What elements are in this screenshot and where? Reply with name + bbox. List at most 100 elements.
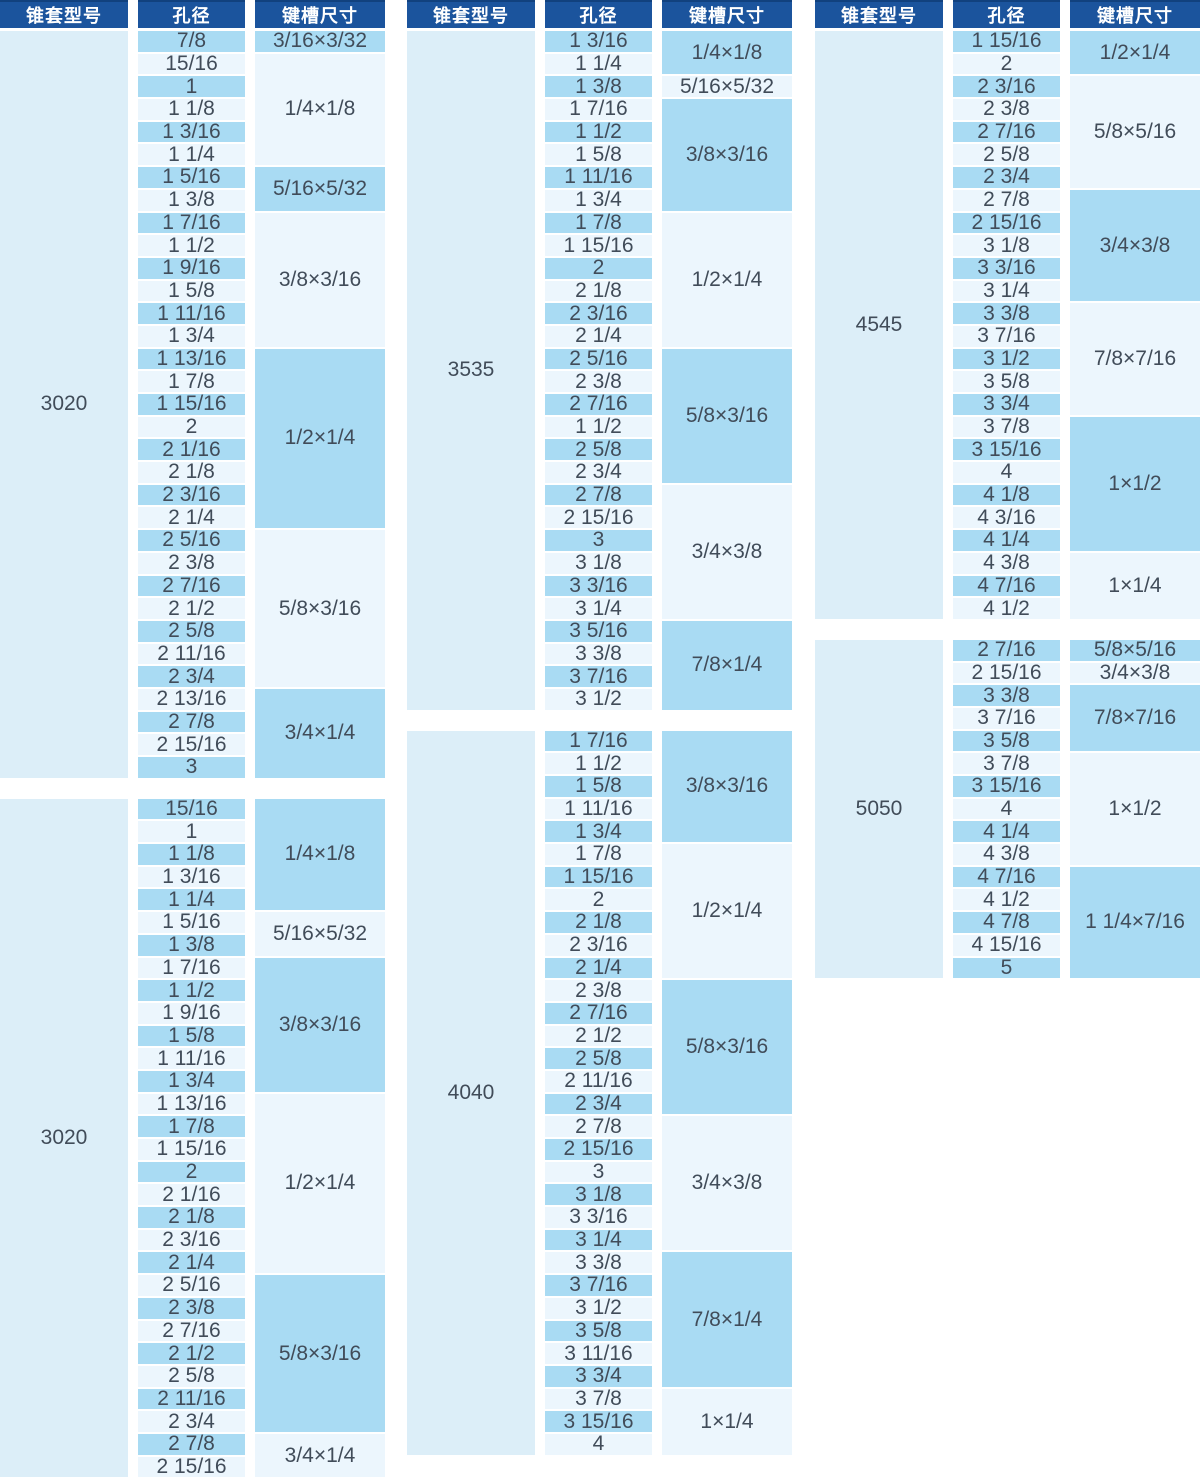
bore-cell: 1	[138, 75, 245, 98]
bore-cell: 2 1/8	[138, 1205, 245, 1228]
column-group-1: 锥套型号 孔径 键槽尺寸 3020 7/8 3/16×3/32 15/16 1 1 1/8 1 3…	[0, 0, 385, 1480]
bore-cell: 2 7/8	[545, 1115, 652, 1138]
bore-cell: 2	[138, 415, 245, 438]
bore-cell: 2 15/16	[545, 506, 652, 529]
bore-cell: 2 15/16	[953, 661, 1060, 684]
bore-cell: 2 3/4	[138, 1410, 245, 1433]
bore-cell: 1 15/16	[138, 1137, 245, 1160]
bore-cell: 1 5/8	[545, 774, 652, 797]
bore-cell: 2 15/16	[138, 733, 245, 756]
bore-cell: 3 15/16	[545, 1410, 652, 1433]
bore-cell: 2 7/8	[138, 710, 245, 733]
bore-cell: 2 5/16	[545, 347, 652, 370]
bore-cell: 1 7/8	[138, 370, 245, 393]
keyway-cell: 1/4×1/8	[662, 31, 792, 75]
keyway-cell: 3/8×3/16	[662, 730, 792, 843]
bore-cell: 1 5/8	[545, 143, 652, 166]
keyway-cell: 7/8×7/16	[1070, 685, 1200, 752]
bore-cell: 1 11/16	[545, 165, 652, 188]
bore-cell: 2 11/16	[138, 1387, 245, 1410]
bore-cell: 4 1/4	[953, 528, 1060, 551]
model-number: 4040	[407, 730, 535, 1455]
bore-cell: 1 1/8	[138, 97, 245, 120]
bore-cell: 2 15/16	[953, 211, 1060, 234]
spec-table-4040: 4040 1 7/16 1 1/2 1 5/8 1 11/16 1 3/4 3/8×3/16…	[407, 729, 792, 1455]
bore-cell: 1 1/4	[138, 143, 245, 166]
keyway-cell: 5/16×5/32	[255, 912, 385, 956]
bore-cell: 1 7/8	[545, 842, 652, 865]
bore-cell: 1 7/16	[545, 97, 652, 120]
bore-cell: 1 15/16	[953, 29, 1060, 52]
bore-cell: 3 15/16	[953, 438, 1060, 461]
bore-cell: 3 5/16	[545, 619, 652, 642]
bore-cell: 3 3/16	[545, 574, 652, 597]
bore-cell: 2 3/8	[138, 551, 245, 574]
bore-cell: 3	[545, 528, 652, 551]
bore-cell: 2 1/8	[138, 460, 245, 483]
bore-cell: 1 1/2	[545, 752, 652, 775]
bore-cell: 2 3/16	[138, 483, 245, 506]
bore-cell: 2	[138, 1160, 245, 1183]
bore-cell: 4 1/8	[953, 483, 1060, 506]
bore-cell: 3	[545, 1160, 652, 1183]
bore-cell: 2 1/16	[138, 438, 245, 461]
bore-cell: 2 3/8	[138, 1296, 245, 1319]
bore-cell: 1 7/8	[545, 211, 652, 234]
bore-cell: 2 15/16	[138, 1455, 245, 1478]
keyway-cell: 3/4×3/8	[662, 1116, 792, 1251]
bore-cell: 1 3/16	[545, 29, 652, 52]
keyway-cell: 7/8×1/4	[662, 1252, 792, 1387]
model-number: 3020	[0, 31, 128, 778]
bore-cell: 1 1/4	[138, 888, 245, 911]
keyway-cell: 5/16×5/32	[662, 75, 792, 98]
bore-cell: 4 15/16	[953, 933, 1060, 956]
keyway-cell: 1 1/4×7/16	[1070, 866, 1200, 979]
keyway-cell: 1×1/4	[1070, 552, 1200, 619]
bore-cell: 4 3/8	[953, 842, 1060, 865]
bore-cell: 1 7/16	[138, 956, 245, 979]
bore-cell: 2 7/16	[953, 120, 1060, 143]
keyway-cell: 1×1/2	[1070, 416, 1200, 551]
bore-cell: 2 3/4	[953, 165, 1060, 188]
bore-cell: 1 15/16	[138, 392, 245, 415]
bore-cell: 3 7/16	[545, 1273, 652, 1296]
bore-cell: 1 7/16	[138, 211, 245, 234]
bore-cell: 2 3/16	[953, 75, 1060, 98]
bore-cell: 2 1/8	[545, 279, 652, 302]
bore-cell: 3 7/8	[953, 752, 1060, 775]
bore-cell: 2 7/16	[953, 638, 1060, 661]
bore-cell: 2 3/16	[545, 933, 652, 956]
bore-cell: 3 1/8	[953, 234, 1060, 257]
bore-cell: 1 1/2	[138, 234, 245, 257]
bore-cell: 2 5/8	[138, 1364, 245, 1387]
bore-cell: 3 3/8	[953, 684, 1060, 707]
bore-cell: 2 5/8	[953, 143, 1060, 166]
bore-cell: 4 1/2	[953, 888, 1060, 911]
spec-table-5050: 5050 2 7/16 5/8×5/16 2 15/16 3/4×3/8 3 3/8 3 7…	[815, 638, 1200, 979]
keyway-cell: 3/4×1/4	[255, 1433, 385, 1478]
bore-cell: 2 3/8	[953, 97, 1060, 120]
keyway-cell: 3/8×3/16	[255, 957, 385, 1092]
keyway-cell: 1/2×1/4	[1070, 31, 1200, 75]
bore-cell: 3 1/4	[953, 279, 1060, 302]
header-cell-keyway: 键槽尺寸	[662, 0, 792, 28]
bore-cell: 1 5/16	[138, 910, 245, 933]
bore-cell: 4	[545, 1432, 652, 1455]
bore-cell: 3 11/16	[545, 1342, 652, 1365]
bore-cell: 1 11/16	[138, 1047, 245, 1070]
bore-cell: 3 3/8	[953, 302, 1060, 325]
bore-cell: 2 3/4	[545, 1092, 652, 1115]
bore-cell: 3 5/8	[953, 370, 1060, 393]
keyway-cell: 5/8×3/16	[255, 530, 385, 687]
bore-cell: 2 3/16	[545, 302, 652, 325]
bore-cell: 2	[545, 256, 652, 279]
bore-cell: 2 1/4	[545, 324, 652, 347]
bore-cell: 2 7/8	[545, 483, 652, 506]
bore-cell: 1 3/4	[138, 1069, 245, 1092]
bore-cell: 1 3/16	[138, 120, 245, 143]
bore-cell: 1 1/8	[138, 842, 245, 865]
model-number: 3020	[0, 798, 128, 1478]
bore-cell: 3 3/4	[545, 1364, 652, 1387]
bore-cell: 2 11/16	[138, 642, 245, 665]
bore-cell: 4 3/16	[953, 506, 1060, 529]
